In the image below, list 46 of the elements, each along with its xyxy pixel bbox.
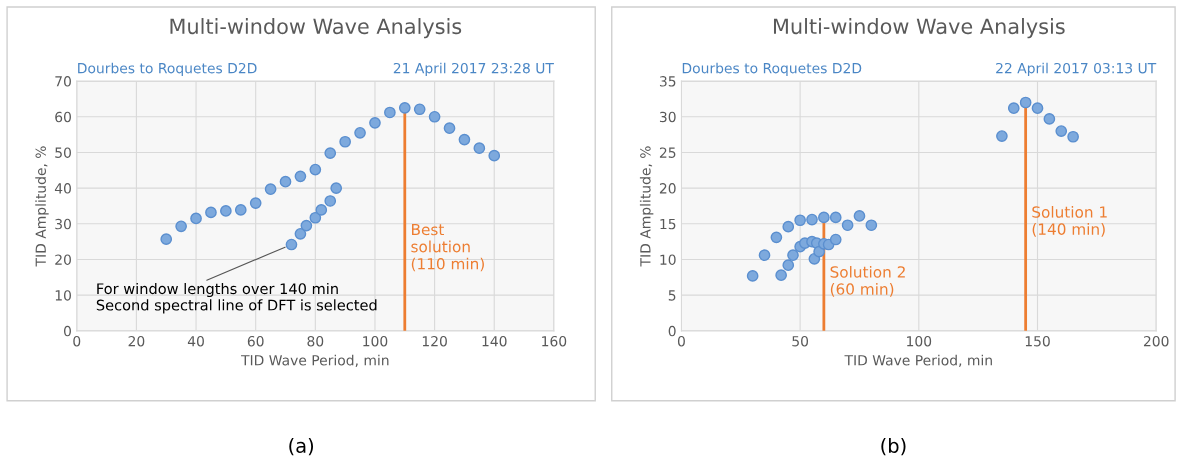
x-tick-label: 100	[907, 335, 932, 347]
y-tick-label: 70	[55, 76, 71, 87]
x-axis-title: TID Wave Period, min	[844, 354, 992, 367]
y-axis-title: TID Amplitude, %	[35, 146, 49, 267]
y-tick-label: 20	[55, 254, 71, 265]
x-tick-label: 100	[363, 335, 388, 347]
ref-line-label: Solution 2 (60 min)	[830, 265, 905, 297]
x-tick-label: 20	[128, 335, 145, 347]
y-tick-label: 10	[55, 290, 71, 301]
x-tick-label: 80	[307, 335, 324, 347]
ref-line-label: Best solution (110 min)	[411, 223, 484, 272]
chart-title: Multi-window Wave Analysis	[170, 18, 462, 39]
text: 22 April 2017 03:13 UT	[996, 62, 1157, 77]
x-tick-label: 0	[73, 335, 81, 347]
x-tick-label: 150	[1025, 335, 1050, 347]
x-tick-label: 200	[1143, 335, 1169, 347]
x-tick-label: 140	[482, 335, 507, 347]
y-tick-label: 30	[55, 218, 71, 230]
y-tick-label: 50	[55, 147, 71, 158]
text: (b)	[881, 437, 906, 456]
ref-line-label: Solution 1 (140 min)	[1032, 205, 1107, 237]
annotation: For window lengths over 140 min Second spectral line of DFT is selected	[96, 282, 377, 314]
text: (a)	[289, 437, 314, 456]
chart-subtitle: Dourbes to Roquetes D2D	[682, 62, 862, 77]
y-tick-label: 35	[659, 76, 676, 87]
y-tick-label: 5	[668, 290, 676, 301]
x-axis-title: TID Wave Period, min	[241, 354, 389, 367]
y-axis-title: TID Amplitude, %	[639, 146, 654, 267]
x-tick-label: 60	[247, 335, 264, 347]
y-tick-label: 15	[660, 218, 676, 230]
y-tick-label: 10	[660, 254, 676, 265]
text: 21 April 2017 23:28 UT	[393, 62, 554, 77]
y-tick-label: 0	[63, 325, 71, 337]
x-tick-label: 50	[792, 335, 809, 347]
x-tick-label: 40	[187, 335, 204, 347]
x-tick-label: 160	[542, 335, 567, 347]
x-tick-label: 120	[422, 335, 447, 347]
x-tick-label: 0	[677, 335, 685, 347]
y-tick-label: 20	[659, 183, 676, 194]
chart-subtitle: Dourbes to Roquetes D2D	[78, 62, 257, 77]
y-tick-label: 30	[659, 111, 676, 123]
y-tick-label: 25	[659, 147, 676, 158]
y-tick-label: 60	[55, 111, 71, 123]
y-tick-label: 0	[668, 325, 676, 337]
chart-title: Multi-window Wave Analysis	[773, 18, 1065, 39]
y-tick-label: 40	[54, 183, 71, 194]
